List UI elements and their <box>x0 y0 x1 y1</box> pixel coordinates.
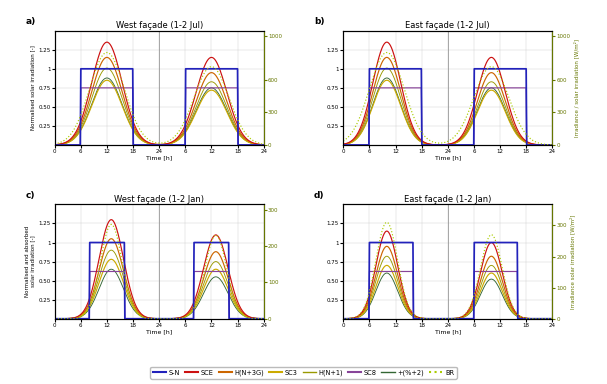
X-axis label: Time [h]: Time [h] <box>146 329 172 334</box>
X-axis label: Time [h]: Time [h] <box>435 156 461 161</box>
Text: b): b) <box>314 17 325 26</box>
X-axis label: Time [h]: Time [h] <box>146 156 172 161</box>
Text: c): c) <box>25 190 35 200</box>
Y-axis label: Normalised and absorbed
solar irradiation [-]: Normalised and absorbed solar irradiatio… <box>25 226 35 297</box>
Legend: S-N, SCE, H(N+3G), SC3, H(N+1), SC8, +(%+2), BR: S-N, SCE, H(N+3G), SC3, H(N+1), SC8, +(%… <box>151 367 456 379</box>
Y-axis label: Irradiance solar irradiation [W/m²]: Irradiance solar irradiation [W/m²] <box>570 214 575 309</box>
Text: d): d) <box>314 190 325 200</box>
Title: East façade (1-2 Jul): East façade (1-2 Jul) <box>405 21 490 30</box>
Y-axis label: Normalised solar irradiation [-]: Normalised solar irradiation [-] <box>30 45 35 130</box>
Title: West façade (1-2 Jul): West façade (1-2 Jul) <box>115 21 203 30</box>
Title: West façade (1-2 Jan): West façade (1-2 Jan) <box>114 195 204 204</box>
Title: East façade (1-2 Jan): East façade (1-2 Jan) <box>404 195 492 204</box>
X-axis label: Time [h]: Time [h] <box>435 329 461 334</box>
Y-axis label: Irradiance / solar irradiation [W/m²]: Irradiance / solar irradiation [W/m²] <box>574 39 579 137</box>
Text: a): a) <box>25 17 36 26</box>
